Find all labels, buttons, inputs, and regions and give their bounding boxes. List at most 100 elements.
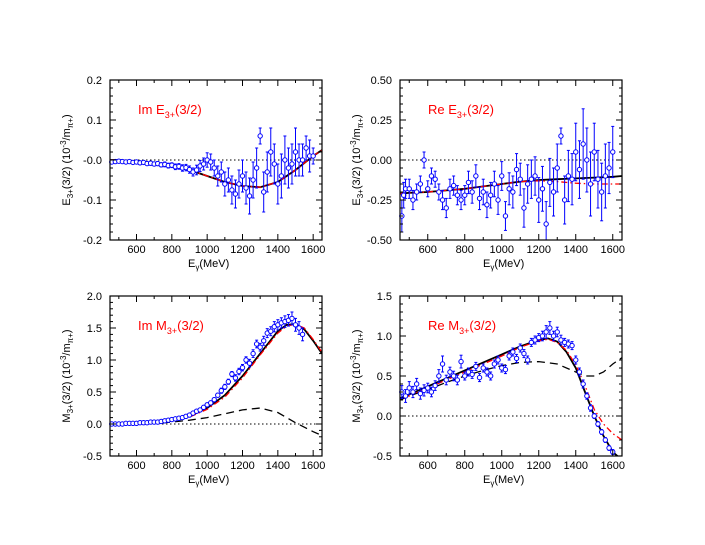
data-marker: [462, 192, 468, 198]
data-marker: [454, 377, 461, 383]
data-point: [576, 367, 583, 377]
data-point: [576, 140, 583, 199]
data-marker: [528, 176, 535, 182]
data-marker: [554, 329, 560, 335]
panel-im-e3: 600 800 1000 1200 1400 1600 -0.2 -0.1 -0.0 0.1 0.2…: [59, 75, 325, 272]
panel-title: Im E3+(3/2): [138, 102, 202, 120]
data-point: [532, 335, 538, 345]
data-point: [502, 201, 509, 231]
data-marker: [417, 390, 424, 397]
data-point: [428, 386, 435, 398]
data-marker: [250, 177, 256, 183]
data-marker: [521, 205, 527, 211]
data-point: [421, 384, 427, 397]
data-point: [473, 164, 479, 188]
y-axis-label-close: ): [61, 114, 73, 118]
data-marker: [432, 176, 438, 182]
data-marker: [595, 176, 601, 182]
data-point: [473, 361, 479, 371]
data-marker: [561, 197, 568, 203]
data-marker: [250, 350, 256, 357]
y-tick-label: 1.5: [377, 291, 392, 303]
data-point: [208, 153, 214, 171]
data-point: [469, 180, 475, 204]
data-marker: [606, 445, 612, 451]
data-point: [421, 151, 427, 169]
data-point: [261, 171, 267, 213]
data-marker: [502, 213, 509, 219]
data-marker: [421, 157, 427, 163]
x-tick-value: 1600: [301, 460, 325, 472]
panel-re-e3: 600 800 1000 1200 1400 1600 -0.50 -0.25 0.00 0.25…: [349, 75, 625, 272]
data-marker: [447, 186, 453, 192]
data-marker: [499, 173, 505, 179]
data-point: [275, 163, 281, 205]
y-axis-label-unit-subscript: π+: [356, 118, 365, 129]
x-tick-label: 1600: [301, 244, 325, 256]
x-tick-label: 1200: [527, 460, 551, 472]
data-marker: [410, 197, 416, 203]
x-tick-label: 1600: [601, 460, 625, 472]
x-tick-value: 800: [163, 244, 181, 256]
data-point: [439, 355, 446, 373]
y-axis-label-unit: /m: [61, 128, 73, 140]
x-tick-value: 600: [419, 460, 437, 472]
data-point: [239, 363, 246, 372]
data-point: [410, 385, 416, 399]
data-marker: [447, 369, 453, 375]
x-tick-value: 600: [419, 244, 437, 256]
data-marker: [225, 379, 232, 385]
data-marker: [425, 385, 431, 391]
data-point: [292, 317, 299, 332]
x-tick-label: 1000: [490, 244, 514, 256]
data-marker: [436, 189, 442, 195]
data-point: [458, 189, 464, 211]
data-marker: [580, 141, 586, 147]
data-marker: [495, 197, 501, 203]
x-axis-label-symbol: E: [483, 474, 490, 486]
data-marker: [268, 149, 274, 155]
data-marker: [602, 437, 609, 443]
data-point: [299, 327, 306, 342]
panel-re-m3: 600 800 1000 1200 1400 1600 -0.5 0.0 0.5 1.0 1.5 Re…: [349, 291, 625, 488]
data-point: [190, 167, 196, 177]
data-marker: [491, 361, 498, 367]
data-marker: [473, 173, 479, 179]
data-point: [222, 171, 228, 197]
data-marker: [417, 181, 424, 187]
data-point: [246, 358, 253, 368]
data-marker: [506, 186, 512, 192]
data-marker: [462, 373, 468, 379]
data-marker: [413, 381, 420, 387]
data-marker: [480, 189, 486, 195]
y-tick-value: 2.0: [87, 291, 102, 303]
data-marker: [584, 157, 590, 163]
data-marker: [539, 186, 546, 192]
x-tick-value: 1400: [266, 460, 290, 472]
data-point: [591, 413, 597, 419]
y-axis-label-symbol: E: [61, 198, 73, 205]
data-point: [495, 185, 501, 215]
data-point: [257, 342, 263, 352]
x-tick-value: 800: [163, 460, 181, 472]
data-point: [172, 163, 179, 171]
panel-title: Re M3+(3/2): [428, 318, 496, 336]
y-tick-value: -0.5: [373, 451, 392, 463]
data-point: [454, 185, 461, 206]
data-marker: [443, 377, 449, 383]
data-marker: [598, 429, 605, 435]
x-tick-label: 800: [456, 460, 474, 472]
y-axis-label-close: ): [351, 329, 363, 333]
x-tick-value: 1200: [527, 244, 551, 256]
curve-solid-0: [400, 337, 619, 456]
y-tick-value: 1.5: [87, 323, 102, 335]
y-tick-label: 0.50: [371, 75, 392, 87]
data-point: [554, 326, 560, 338]
data-point: [543, 325, 549, 339]
x-tick-label: 800: [456, 244, 474, 256]
data-point: [310, 147, 316, 165]
data-marker: [587, 181, 594, 187]
data-point: [425, 180, 431, 198]
panel-title-subscript: 3+: [165, 110, 175, 120]
data-point: [402, 178, 409, 199]
